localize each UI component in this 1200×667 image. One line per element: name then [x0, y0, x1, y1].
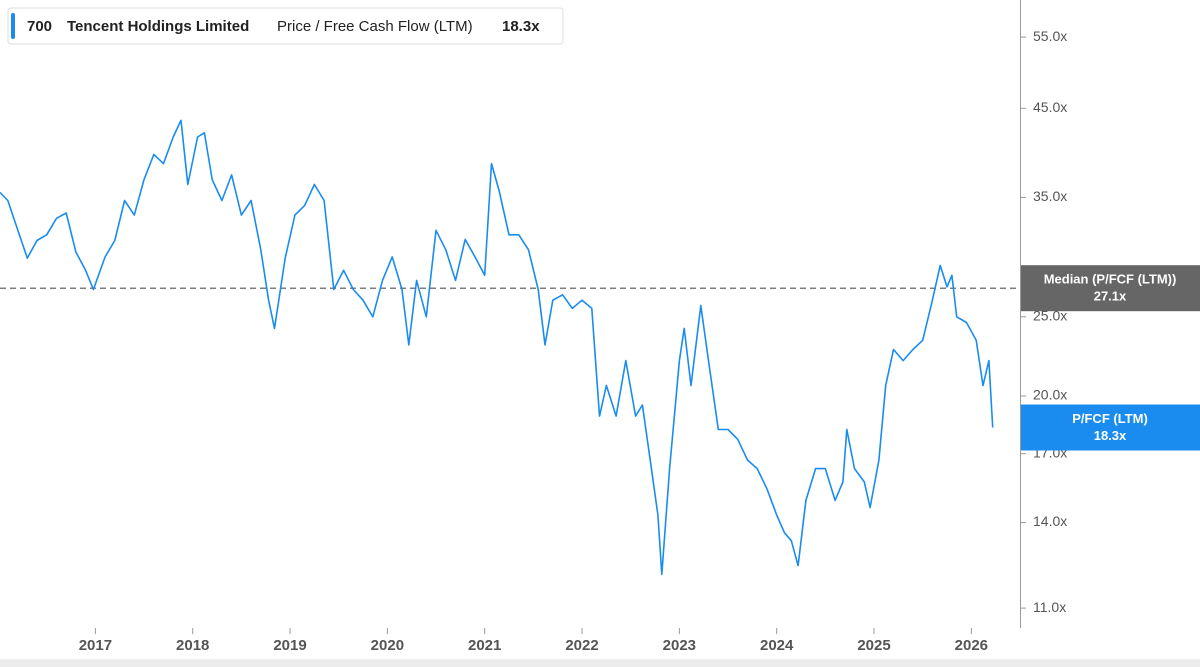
last-label: P/FCF (LTM) — [1072, 411, 1148, 426]
header-value: 18.3x — [502, 18, 540, 35]
median-badge — [1021, 265, 1200, 312]
metric: Price / Free Cash Flow (LTM) — [277, 18, 473, 35]
y-tick-label: 35.0x — [1033, 188, 1067, 204]
header-accent — [11, 13, 15, 39]
median-label: Median (P/FCF (LTM)) — [1044, 272, 1177, 287]
x-tick-label: 2024 — [760, 637, 794, 654]
x-tick-label: 2023 — [663, 637, 696, 654]
x-tick-label: 2022 — [565, 637, 598, 654]
ticker: 700 — [27, 18, 52, 35]
x-tick-label: 2017 — [79, 637, 112, 654]
y-tick-label: 45.0x — [1033, 99, 1067, 115]
last-badge — [1021, 404, 1200, 451]
x-tick-label: 2018 — [176, 637, 209, 654]
y-tick-label: 55.0x — [1033, 28, 1067, 44]
header-box — [7, 7, 564, 45]
y-tick-label: 11.0x — [1033, 599, 1066, 615]
x-tick-label: 2021 — [468, 637, 501, 654]
company: Tencent Holdings Limited — [67, 18, 249, 35]
y-tick-label: 14.0x — [1033, 513, 1067, 529]
series-line — [0, 119, 994, 576]
x-tick-label: 2020 — [371, 637, 404, 654]
median-value: 27.1x — [1094, 289, 1127, 304]
bottom-strip — [0, 659, 1200, 667]
last-value: 18.3x — [1094, 428, 1127, 443]
x-tick-label: 2026 — [955, 637, 988, 654]
y-tick-label: 25.0x — [1033, 308, 1067, 324]
x-tick-label: 2025 — [857, 637, 890, 654]
plot — [0, 119, 1020, 576]
x-tick-label: 2019 — [273, 637, 306, 654]
y-tick-label: 20.0x — [1033, 387, 1067, 403]
